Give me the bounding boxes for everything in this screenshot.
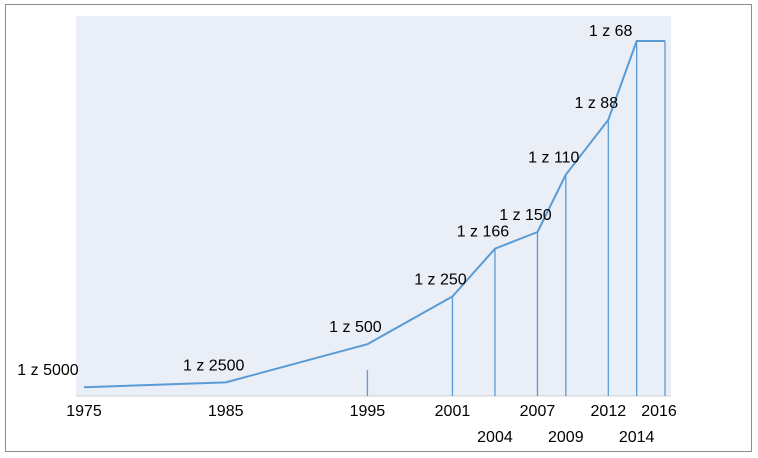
x-tick-label-2007: 2007 <box>520 403 556 420</box>
drop-lines <box>366 41 666 396</box>
data-label-2004: 1 z 166 <box>457 224 510 241</box>
data-label-2012: 1 z 88 <box>575 95 619 112</box>
x-tick-label-2001: 2001 <box>435 403 471 420</box>
x-tick-label-1995: 1995 <box>350 403 386 420</box>
data-label-2009: 1 z 110 <box>528 150 579 167</box>
x-tick-label-2009: 2009 <box>548 429 584 446</box>
data-label-2014: 1 z 68 <box>589 23 633 40</box>
series-line <box>83 40 665 389</box>
x-tick-labels: 1975 1985 1995 2001 2004 2007 2009 2012 2014 2016 <box>66 403 677 446</box>
x-tick-label-1975: 1975 <box>66 403 102 420</box>
data-label-2007: 1 z 150 <box>499 207 552 224</box>
plot-area <box>76 16 671 396</box>
x-tick-label-2004: 2004 <box>477 429 513 446</box>
x-tick-label-1985: 1985 <box>208 403 244 420</box>
x-tick-label-2016: 2016 <box>641 403 677 420</box>
x-tick-label-2014: 2014 <box>619 429 655 446</box>
data-label-2001: 1 z 250 <box>414 271 467 288</box>
data-label-1975: 1 z 5000 <box>17 362 78 379</box>
data-label-1985: 1 z 2500 <box>183 357 244 374</box>
data-label-1995: 1 z 500 <box>329 319 382 336</box>
x-tick-label-2012: 2012 <box>591 403 627 420</box>
